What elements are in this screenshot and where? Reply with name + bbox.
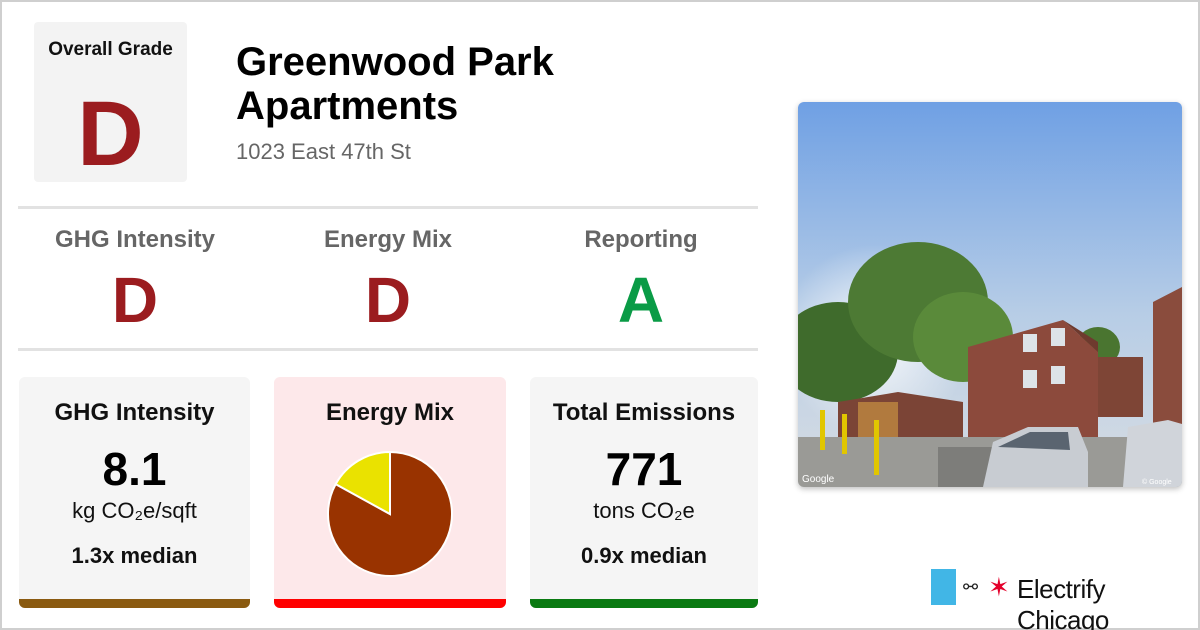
grade-letter: D <box>111 264 159 336</box>
ghg-intensity-card: GHG Intensity 8.1 kg CO₂e/sqft 1.3x medi… <box>19 377 250 608</box>
divider-middle <box>18 348 758 351</box>
total-emissions-card: Total Emissions 771 tons CO₂e 0.9x media… <box>530 377 758 608</box>
card-title: GHG Intensity <box>54 399 215 426</box>
photo-copyright: © Google <box>1142 478 1172 486</box>
building-address: 1023 East 47th St <box>236 139 411 164</box>
grade-label: Energy Mix <box>323 226 453 253</box>
energy-mix-card: Energy Mix <box>274 377 506 608</box>
building-photo: Google © Google <box>798 102 1182 487</box>
energy-mix-bar <box>274 599 506 608</box>
total-emissions-unit: tons CO₂e <box>593 498 695 523</box>
overall-grade-box: Overall Grade D <box>34 22 187 182</box>
photo-watermark: Google <box>802 474 835 485</box>
chicago-flag-icon <box>931 569 956 605</box>
ghg-intensity-median: 1.3x median <box>71 543 198 568</box>
grade-ghg-intensity: GHG Intensity D <box>20 226 250 332</box>
grade-energy-mix: Energy Mix D <box>273 226 503 332</box>
ghg-intensity-bar <box>19 599 250 608</box>
grade-letter: D <box>364 264 412 336</box>
plug-icon: ⚯ <box>963 577 979 597</box>
chicago-star-icon: ✶ <box>988 572 1010 602</box>
grade-letter: A <box>617 264 665 336</box>
overall-grade-label: Overall Grade <box>48 39 173 60</box>
logo-text: Electrify Chicago <box>1017 574 1109 630</box>
divider-top <box>18 206 758 209</box>
card-title: Energy Mix <box>325 399 455 426</box>
grade-label: Reporting <box>584 226 698 253</box>
total-emissions-median: 0.9x median <box>581 543 707 568</box>
grade-reporting: Reporting A <box>526 226 756 332</box>
card-title: Total Emissions <box>552 399 736 426</box>
ghg-intensity-value: 8.1 <box>102 443 167 495</box>
ghg-intensity-unit: kg CO₂e/sqft <box>72 498 197 523</box>
total-emissions-value: 771 <box>605 443 683 495</box>
energy-mix-pie-chart <box>327 450 453 577</box>
total-emissions-bar <box>530 599 758 608</box>
pie-slice-1 <box>334 450 391 516</box>
grade-label: GHG Intensity <box>54 226 216 253</box>
electrify-chicago-logo[interactable]: ⚯ ✶ Electrify Chicago <box>931 569 1181 630</box>
overall-grade-letter: D <box>77 83 144 185</box>
building-name: Greenwood Park Apartments <box>236 40 554 128</box>
